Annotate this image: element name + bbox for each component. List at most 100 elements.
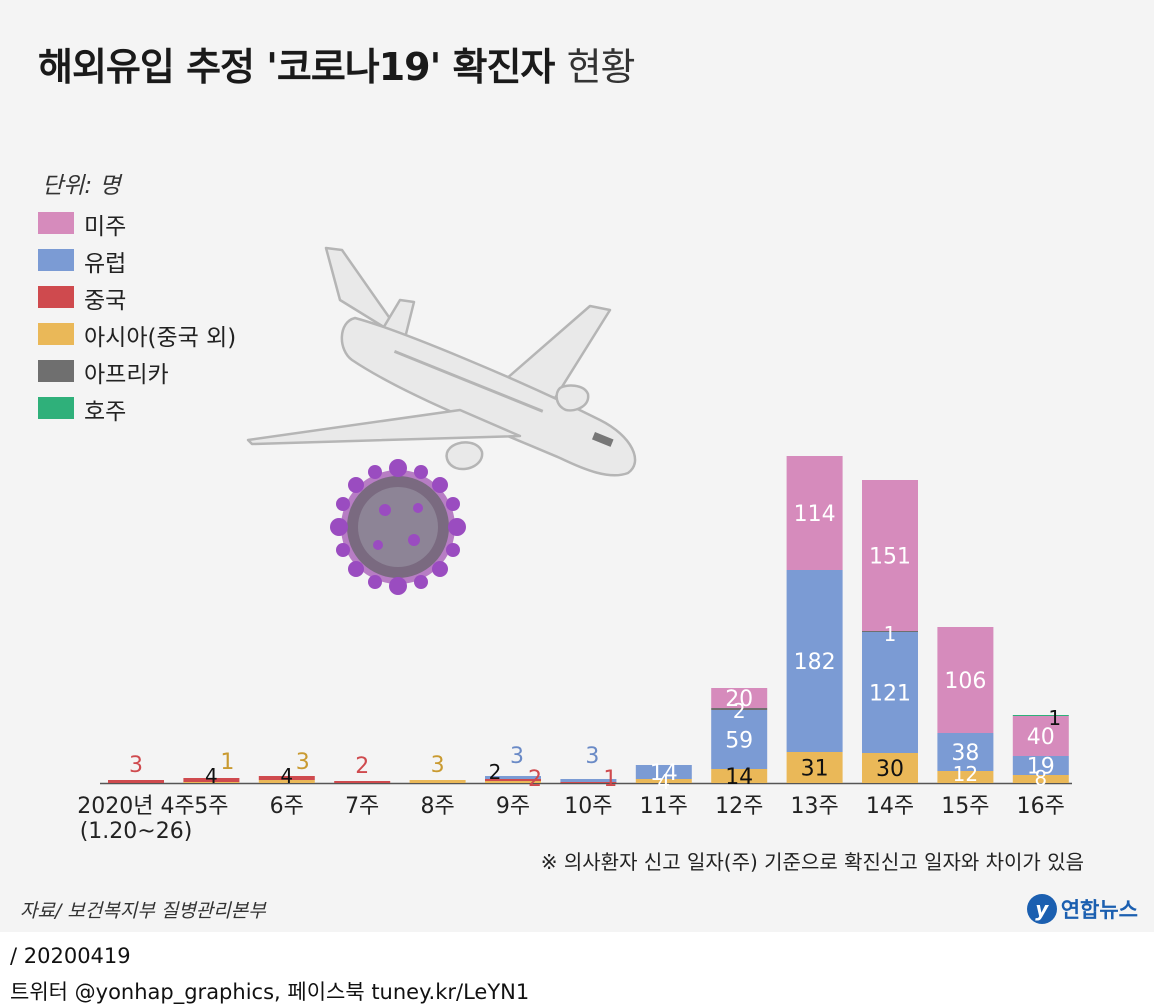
bar-asia-12: [1012, 775, 1069, 783]
legend-label-africa: 아프리카: [84, 362, 169, 388]
data-label-asia-9: 31: [801, 757, 829, 782]
data-label-asia-7: 4: [657, 770, 670, 794]
data-label-europe-6: 3: [585, 744, 599, 769]
x-tick-label-6: 10주: [564, 794, 612, 819]
legend-swatch-americas: [38, 212, 74, 234]
bar-asia-11: [937, 771, 994, 783]
data-label-australia-12: 1: [1048, 706, 1061, 730]
footer-sns-link[interactable]: 트위터 @yonhap_graphics, 페이스북 tuney.kr/LeYN…: [10, 980, 530, 1004]
bar-asia-7: [635, 779, 692, 783]
bar-australia-12: [1012, 715, 1069, 716]
data-label-asia-8: 14: [725, 765, 753, 790]
legend-swatch-asia: [38, 323, 74, 345]
bar-china-1: [183, 778, 240, 782]
legend-label-asia: 아시아(중국 외): [84, 325, 237, 351]
data-label-europe-8: 59: [725, 729, 753, 754]
bar-europe-6: [560, 779, 617, 782]
data-label-china-2: 4: [280, 764, 293, 788]
data-label-africa-10: 1: [884, 622, 897, 646]
legend-label-americas: 미주: [84, 214, 127, 240]
x-tick-label-10: 14주: [866, 794, 914, 819]
bar-china-0: [108, 780, 164, 783]
bar-asia-10: [862, 753, 918, 783]
bar-asia-5: [485, 781, 541, 783]
bar-europe-10: [862, 632, 918, 753]
virus-icon: [330, 459, 466, 595]
bar-africa-10: [862, 631, 918, 632]
data-label-europe-12: 19: [1027, 755, 1055, 780]
x-tick-label-0: 2020년 4주: [77, 794, 194, 819]
data-label-asia-1: 1: [220, 750, 234, 775]
bar-americas-12: [1012, 716, 1069, 756]
data-label-americas-10: 151: [869, 545, 911, 570]
bar-asia-9: [786, 752, 843, 783]
data-label-china-3: 2: [355, 754, 369, 779]
data-label-asia-11: 12: [953, 762, 978, 786]
airplane-virus-illustration: [246, 246, 637, 595]
data-label-china-5: 2: [528, 767, 542, 792]
yonhap-logo: y 연합뉴스: [1026, 892, 1138, 926]
bar-europe-12: [1012, 756, 1069, 775]
source-credit: 자료/ 보건복지부 질병관리본부: [20, 900, 266, 922]
logo-text: 연합뉴스: [1060, 898, 1138, 922]
data-label-asia-2: 3: [296, 750, 310, 775]
bar-americas-8: [711, 688, 768, 708]
unit-label: 단위: 명: [42, 173, 121, 199]
data-label-americas-9: 114: [794, 502, 836, 527]
legend-label-europe: 유럽: [84, 251, 127, 277]
bar-africa-8: [711, 708, 768, 710]
legend-label-australia: 호주: [84, 399, 127, 425]
bar-americas-9: [786, 456, 843, 570]
bar-asia-8: [711, 769, 768, 783]
bar-americas-10: [862, 480, 918, 631]
logo-mark: y: [1026, 894, 1057, 924]
x-tick-label-0-sub: (1.20~26): [80, 819, 193, 844]
x-tick-label-8: 12주: [715, 794, 763, 819]
footnote: ※ 의사환자 신고 일자(주) 기준으로 확진신고 일자와 차이가 있음: [540, 850, 1084, 874]
legend-swatch-china: [38, 286, 74, 308]
airplane-windows: [393, 349, 614, 447]
bar-europe-9: [786, 570, 843, 752]
bar-asia-1: [183, 782, 240, 783]
footer-date: / 20200419: [10, 944, 131, 968]
data-label-china-0: 3: [129, 753, 143, 778]
bar-china-3: [334, 781, 391, 783]
data-label-americas-12: 40: [1027, 725, 1055, 750]
data-label-china-1: 4: [205, 764, 218, 788]
bar-europe-5: [485, 776, 541, 779]
legend-swatch-europe: [38, 249, 74, 271]
bar-europe-8: [711, 710, 768, 769]
data-label-asia-4: 3: [431, 753, 445, 778]
airplane-icon: [246, 246, 637, 477]
bar-china-6: [560, 782, 617, 783]
bar-asia-4: [409, 780, 466, 783]
bar-europe-11: [937, 733, 994, 771]
legend-swatch-africa: [38, 360, 74, 382]
x-tick-label-5: 9주: [496, 794, 530, 819]
data-label-europe-5: 3: [510, 744, 524, 769]
bar-china-5: [485, 779, 541, 781]
x-tick-label-7: 11주: [640, 794, 688, 819]
data-label-europe-7: 14: [650, 761, 678, 786]
x-tick-label-2: 6주: [270, 794, 304, 819]
data-label-europe-11: 38: [951, 741, 979, 766]
data-label-asia-10: 30: [876, 757, 904, 782]
bar-asia-2: [258, 780, 315, 783]
chart-title: 해외유입 추정 '코로나19' 확진자 현황: [38, 36, 636, 91]
bar-europe-7: [635, 765, 692, 779]
data-label-china-6: 1: [603, 767, 617, 792]
data-label-americas-8: 20: [725, 687, 753, 712]
x-tick-label-4: 8주: [420, 794, 454, 819]
legend-swatch-australia: [38, 397, 74, 419]
x-tick-label-12: 16주: [1017, 794, 1065, 819]
data-label-africa-8: 2: [733, 699, 746, 723]
x-tick-label-3: 7주: [345, 794, 379, 819]
x-tick-label-9: 13주: [790, 794, 838, 819]
title-main: 해외유입 추정 '코로나19' 확진자: [38, 45, 555, 89]
x-tick-label-1: 5주: [194, 794, 228, 819]
x-tick-label-11: 15주: [941, 794, 989, 819]
title-suffix: 현황: [566, 45, 636, 89]
bar-china-2: [258, 776, 315, 780]
bar-americas-11: [937, 627, 994, 733]
